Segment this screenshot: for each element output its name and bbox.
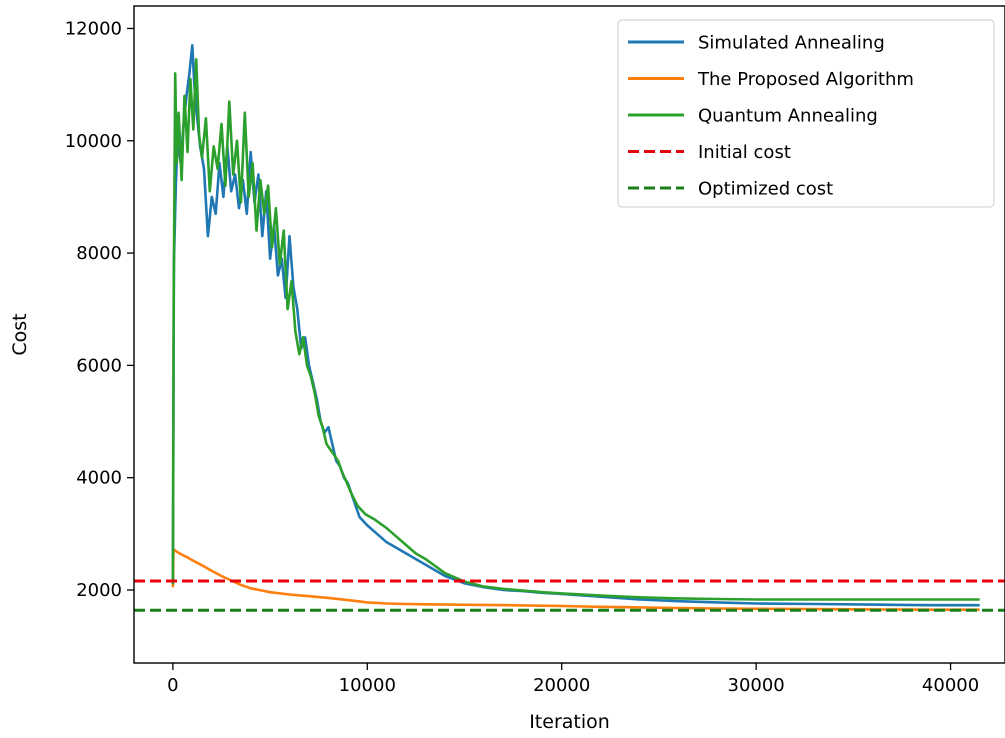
y-axis: 2000 4000 6000 8000 10000 12000 <box>65 18 134 601</box>
y-tick-label: 4000 <box>76 468 122 489</box>
legend-label: The Proposed Algorithm <box>697 69 914 90</box>
x-tick-label: 20000 <box>533 675 590 696</box>
legend: Simulated Annealing The Proposed Algorith… <box>617 19 995 208</box>
x-tick-label: 40000 <box>922 675 979 696</box>
x-tick-label: 0 <box>167 675 178 696</box>
x-axis: 0 10000 20000 30000 40000 <box>167 663 979 696</box>
legend-label: Initial cost <box>698 142 791 163</box>
legend-box <box>617 19 995 208</box>
x-tick-label: 30000 <box>728 675 785 696</box>
series-layer <box>134 43 1005 612</box>
series-line-the-proposed-algorithm <box>171 548 980 612</box>
plot-frame <box>133 5 1005 664</box>
series-line-quantum-annealing <box>171 57 980 601</box>
y-tick-label: 2000 <box>76 580 122 601</box>
y-tick-label: 8000 <box>76 243 122 264</box>
x-axis-label: Iteration <box>529 711 610 733</box>
legend-label: Optimized cost <box>698 179 833 200</box>
legend-label: Simulated Annealing <box>698 33 885 54</box>
y-tick-label: 6000 <box>76 355 122 376</box>
legend-label: Quantum Annealing <box>698 106 878 127</box>
y-tick-label: 10000 <box>65 131 122 152</box>
y-tick-label: 12000 <box>65 18 122 39</box>
x-tick-label: 10000 <box>339 675 396 696</box>
y-axis-label: Cost <box>9 313 31 355</box>
